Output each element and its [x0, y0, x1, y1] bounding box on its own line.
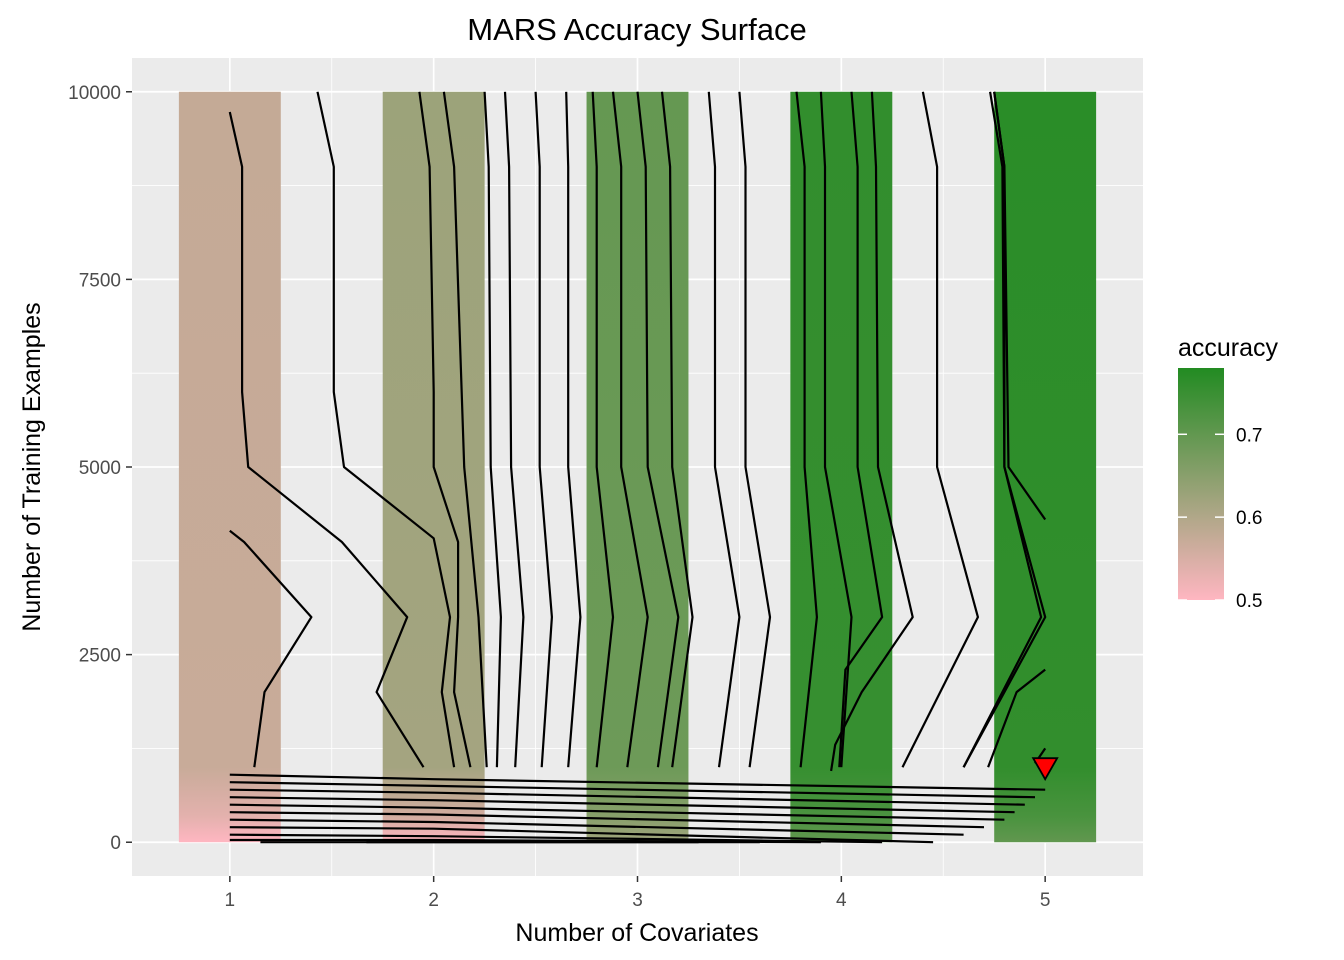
contour-line	[987, 668, 1046, 768]
contour-line	[229, 796, 1015, 814]
x-axis: 1 2 3 4 5	[225, 876, 1051, 911]
contour-line	[738, 91, 772, 768]
x-axis-title: Number of Covariates	[515, 919, 758, 947]
y-tick-label: 10000	[68, 83, 121, 104]
marker-layer	[1031, 757, 1059, 781]
contour-line	[229, 773, 1046, 791]
contour-line	[229, 781, 1036, 799]
contour-line	[565, 91, 582, 768]
x-tick-label: 3	[632, 890, 643, 911]
x-tick-label: 1	[225, 890, 236, 911]
contour-line	[993, 91, 1047, 521]
legend-colorbar	[1178, 368, 1224, 600]
chart-title: MARS Accuracy Surface	[467, 12, 806, 47]
y-axis: 0 2500 5000 7500 10000	[68, 83, 132, 854]
contour-line	[229, 811, 985, 829]
contour-line	[534, 91, 553, 768]
y-tick-label: 7500	[79, 270, 121, 291]
heatmap-tiles	[178, 91, 1097, 843]
contour-line	[316, 91, 456, 768]
legend-label: 0.6	[1236, 508, 1262, 529]
heatmap-tile	[178, 91, 281, 843]
y-tick-label: 2500	[79, 646, 121, 667]
legend-title: accuracy	[1178, 334, 1279, 362]
contour-line	[838, 91, 884, 768]
contour-line	[611, 91, 649, 768]
contour-line	[636, 91, 680, 768]
contour-line	[229, 788, 1025, 806]
contour-line	[229, 826, 934, 844]
x-tick-label: 2	[428, 890, 439, 911]
y-axis-title: Number of Training Examples	[18, 302, 46, 631]
legend-ticks: 0.5 0.6 0.7	[1178, 425, 1262, 612]
y-tick-label: 5000	[79, 458, 121, 479]
contour-line	[229, 803, 1005, 821]
legend-label: 0.5	[1236, 591, 1262, 612]
best-accuracy-marker	[1031, 757, 1059, 781]
contour-line	[503, 91, 525, 768]
y-tick-label: 0	[110, 833, 121, 854]
legend-label: 0.7	[1236, 425, 1262, 446]
contour-line	[591, 91, 615, 768]
x-tick-label: 4	[836, 890, 847, 911]
contour-line	[228, 111, 425, 768]
contour-line	[483, 91, 502, 768]
contour-line	[418, 91, 472, 768]
contour-line	[229, 818, 964, 836]
contour-line	[830, 91, 914, 772]
contour-line	[901, 91, 979, 768]
contour-line	[795, 91, 818, 768]
contour-line	[660, 91, 694, 768]
contour-line	[229, 833, 883, 844]
contour-line	[707, 91, 741, 768]
contour-line	[442, 91, 488, 768]
contour-line	[229, 529, 313, 768]
heatmap-tile	[994, 91, 1097, 843]
x-tick-label: 5	[1040, 890, 1051, 911]
contour-lines	[228, 91, 1047, 844]
legend: accuracy 0.5 0.6 0.7	[1178, 334, 1279, 612]
